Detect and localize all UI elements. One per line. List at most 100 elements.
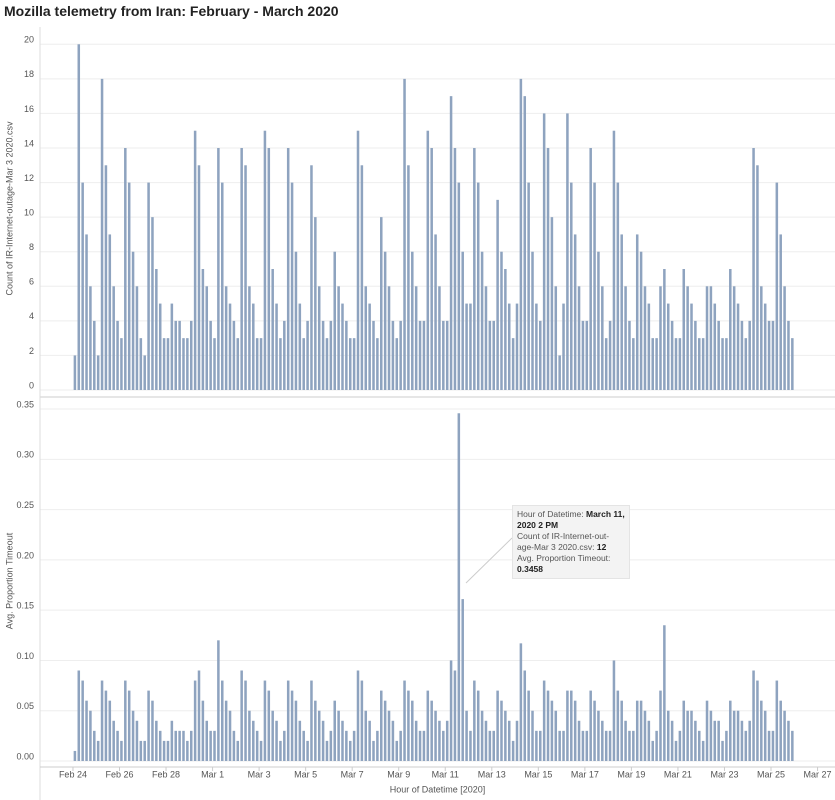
bar xyxy=(147,690,150,761)
bar xyxy=(779,700,782,761)
bar xyxy=(81,680,84,761)
bar xyxy=(356,670,360,761)
bar xyxy=(403,78,406,390)
bar xyxy=(783,710,786,761)
bar xyxy=(445,320,449,390)
x-tick-label: Mar 27 xyxy=(804,769,832,779)
bar xyxy=(511,338,515,390)
bar xyxy=(651,740,654,761)
bar xyxy=(666,710,670,761)
bar xyxy=(158,730,162,761)
bar xyxy=(791,730,794,761)
bar xyxy=(224,286,228,390)
bar xyxy=(608,320,612,390)
y-tick-label: 16 xyxy=(24,104,34,114)
bar xyxy=(647,720,651,761)
bar xyxy=(116,730,119,761)
bar xyxy=(286,680,290,761)
bar xyxy=(135,720,139,761)
y-tick-label: 0 xyxy=(29,380,34,390)
bar xyxy=(217,148,220,390)
bar xyxy=(473,148,476,390)
bar xyxy=(461,251,464,390)
bar xyxy=(787,720,790,761)
bar xyxy=(666,303,670,390)
bar xyxy=(182,730,185,761)
bar xyxy=(224,700,228,761)
bar xyxy=(670,320,674,390)
bar xyxy=(236,338,240,390)
bar xyxy=(554,286,558,390)
bar xyxy=(174,730,177,761)
bar xyxy=(752,148,755,390)
bar xyxy=(531,710,534,761)
bar xyxy=(445,720,449,761)
bar xyxy=(275,720,278,761)
tooltip-value: March 11, 2020 2 PM xyxy=(517,509,625,530)
bar xyxy=(643,710,647,761)
bar xyxy=(178,320,181,390)
bar xyxy=(612,660,616,761)
bar xyxy=(364,286,368,390)
x-tick-label: Mar 21 xyxy=(664,769,692,779)
bar xyxy=(729,269,732,390)
bar xyxy=(639,700,643,761)
bar xyxy=(306,320,309,390)
bar xyxy=(717,320,720,390)
bar xyxy=(434,710,437,761)
bar xyxy=(504,269,507,390)
bar xyxy=(139,338,143,390)
bar xyxy=(546,690,550,761)
bar xyxy=(566,690,569,761)
bar xyxy=(364,710,368,761)
bar xyxy=(767,730,771,761)
bar xyxy=(546,148,550,390)
y-tick-label: 0.00 xyxy=(16,751,34,761)
bar xyxy=(155,720,158,761)
bar xyxy=(372,740,375,761)
bar xyxy=(624,720,627,761)
bar xyxy=(624,286,627,390)
y-tick-label: 0.20 xyxy=(16,550,34,560)
bar xyxy=(221,680,224,761)
bar xyxy=(713,303,717,390)
bar xyxy=(457,413,461,761)
bar xyxy=(124,680,127,761)
bar xyxy=(713,720,717,761)
bar xyxy=(267,690,271,761)
bar xyxy=(252,303,255,390)
bar xyxy=(418,320,422,390)
bar xyxy=(484,720,488,761)
bar xyxy=(426,130,430,390)
tooltip-pointer xyxy=(465,537,513,584)
tooltip-value: 12 xyxy=(596,542,607,552)
y-tick-label: 2 xyxy=(29,346,34,356)
y-axis-title: Avg. Proportion Timeout xyxy=(4,532,14,629)
bar xyxy=(337,286,340,390)
bar xyxy=(283,320,286,390)
bar xyxy=(744,338,748,390)
bar xyxy=(721,338,724,390)
y-tick-label: 8 xyxy=(29,242,34,252)
x-axis-title: Hour of Datetime [2020] xyxy=(390,784,486,794)
bar xyxy=(341,303,344,390)
bar xyxy=(391,320,395,390)
bar xyxy=(562,303,565,390)
bar xyxy=(589,690,592,761)
bar xyxy=(438,286,441,390)
bar xyxy=(414,720,418,761)
bar xyxy=(488,730,492,761)
bar xyxy=(314,700,317,761)
bar xyxy=(193,130,197,390)
bar xyxy=(674,338,678,390)
bar xyxy=(248,286,251,390)
bar xyxy=(174,320,177,390)
bar xyxy=(442,730,445,761)
bar xyxy=(698,730,701,761)
bar xyxy=(205,286,209,390)
bar xyxy=(77,44,81,391)
bar xyxy=(205,720,209,761)
bar xyxy=(182,338,185,390)
bar xyxy=(655,338,658,390)
bar xyxy=(787,320,790,390)
